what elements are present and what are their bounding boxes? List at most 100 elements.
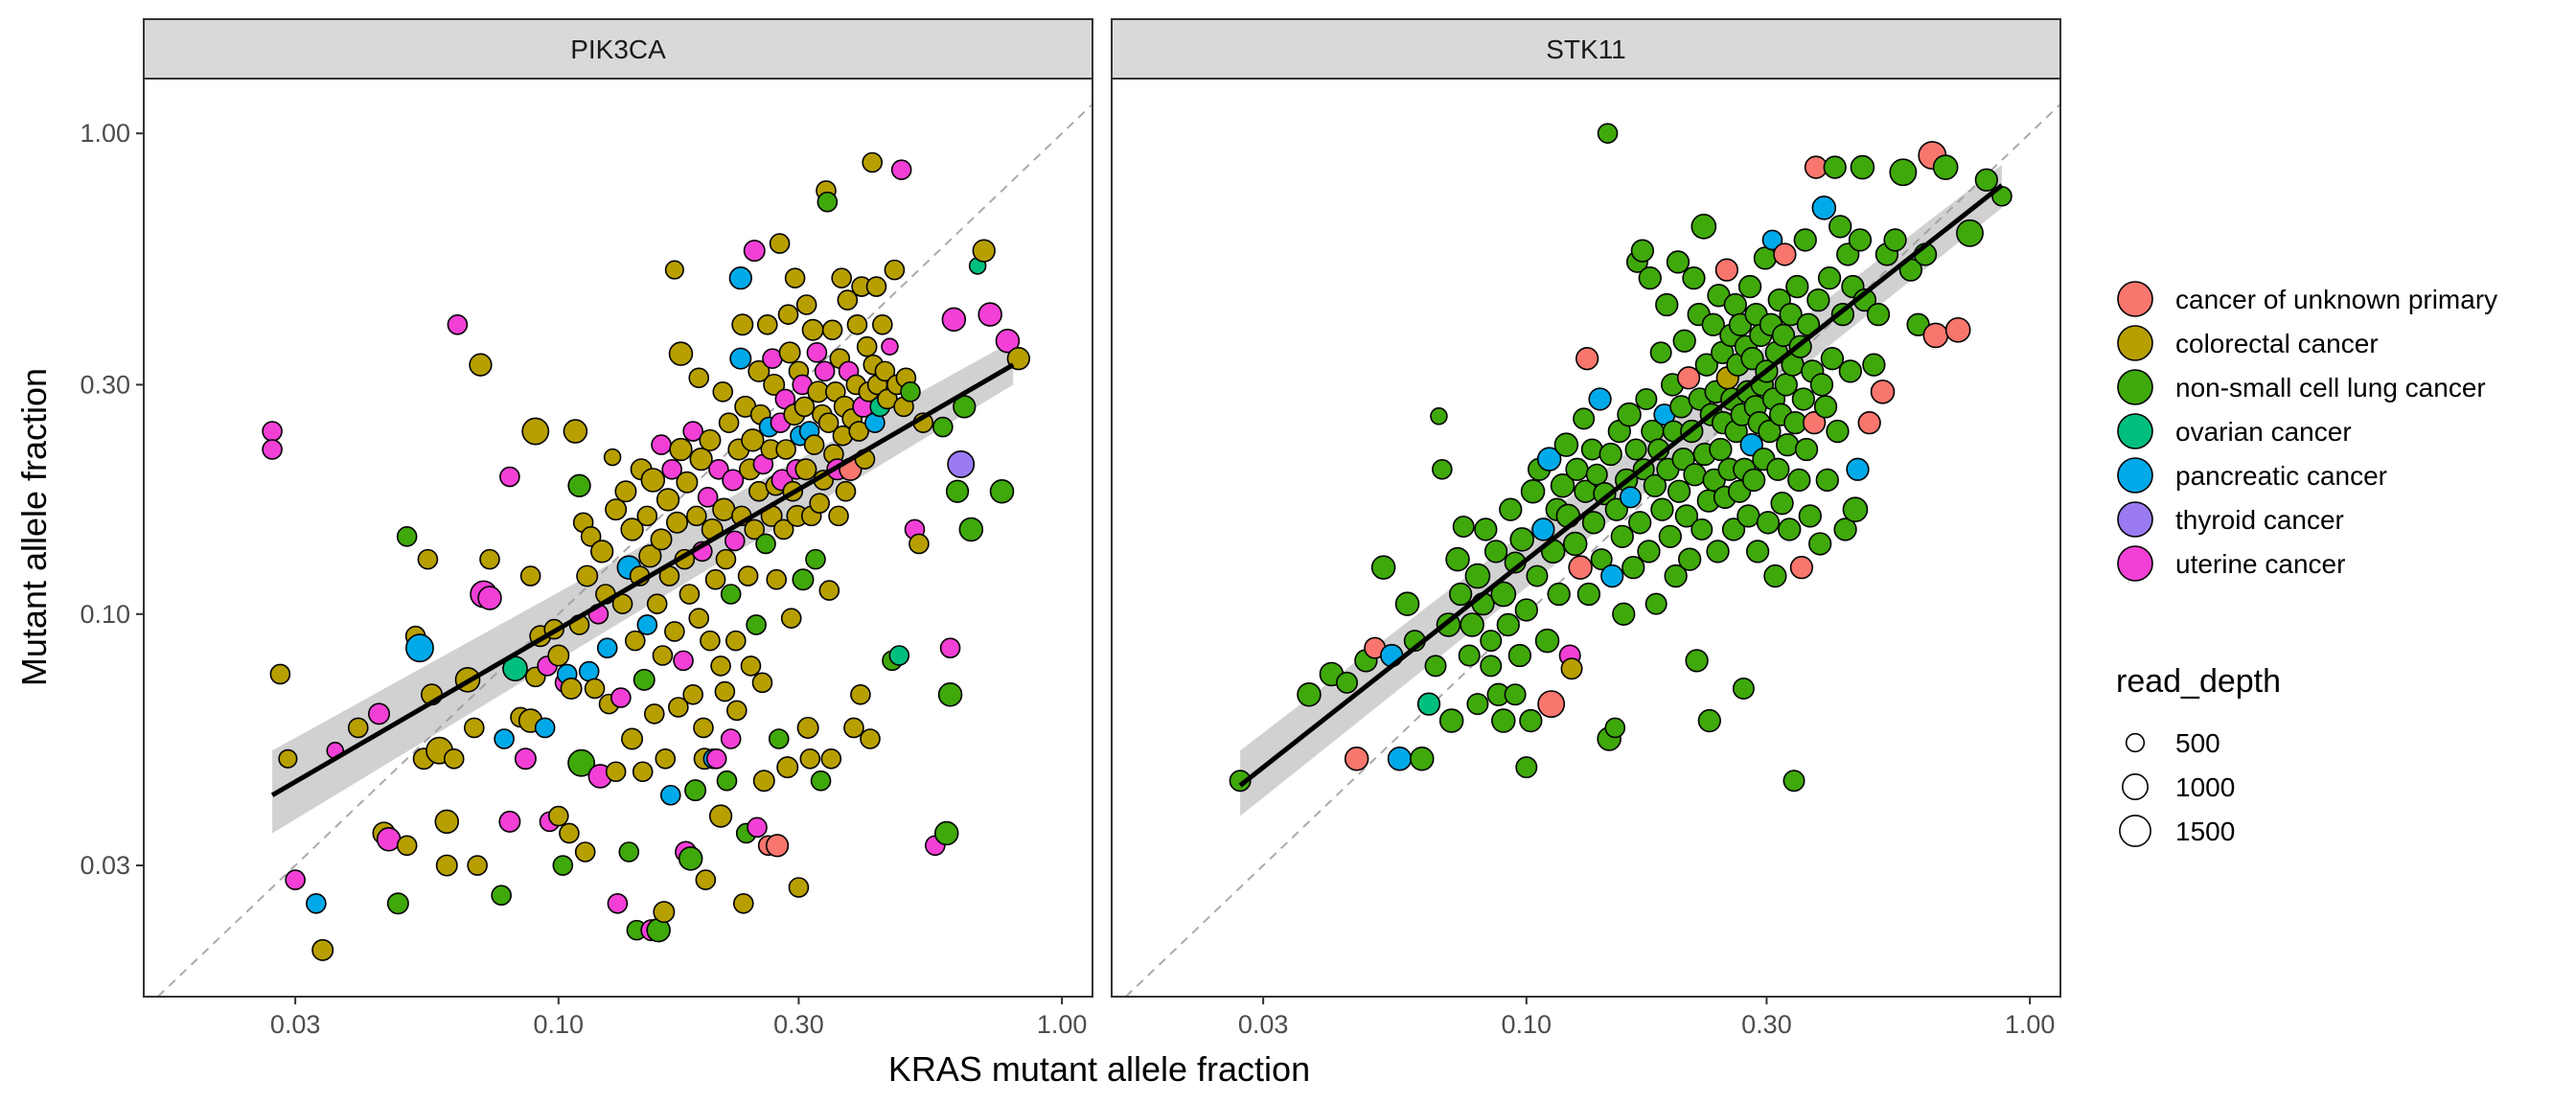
data-point (1387, 747, 1413, 771)
data-point (1580, 438, 1603, 461)
data-point (1424, 655, 1447, 678)
data-point (806, 342, 828, 363)
data-point (417, 548, 439, 570)
data-point (1944, 316, 1971, 343)
data-point (726, 700, 748, 722)
data-point (1550, 473, 1576, 498)
data-point (947, 449, 976, 478)
data-point (746, 614, 767, 635)
plot-background (144, 79, 1092, 997)
data-point (1706, 540, 1730, 564)
data-point (1576, 347, 1599, 371)
data-point (1573, 407, 1596, 430)
data-point (1555, 503, 1581, 529)
data-point (1229, 770, 1252, 793)
data-point (311, 938, 334, 961)
legend-key (2117, 457, 2153, 494)
data-point (1504, 683, 1527, 706)
data-point (860, 728, 881, 749)
data-point (697, 487, 719, 508)
legend-item: colorectal cancer (2117, 325, 2379, 361)
legend-key (2117, 545, 2153, 582)
x-tick-label: 0.30 (773, 1010, 824, 1039)
panel-border (1111, 78, 2061, 998)
regression-line (1238, 183, 2004, 788)
data-point (1515, 756, 1538, 779)
data-point (755, 533, 776, 555)
size-legend-item: 1000 (2122, 772, 2235, 802)
data-point (1736, 504, 1760, 528)
legend-item: ovarian cancer (2117, 413, 2352, 449)
data-point (803, 434, 825, 455)
data-point (632, 761, 654, 783)
data-point (621, 727, 644, 750)
data-point (958, 517, 984, 542)
data-point (748, 359, 770, 382)
data-point (765, 834, 790, 858)
data-point (499, 466, 520, 488)
data-point (1932, 154, 1959, 180)
y-axis-title: Mutant allele fraction (14, 368, 54, 686)
data-point (1430, 407, 1448, 426)
data-point (708, 458, 729, 480)
data-point (1723, 292, 1747, 317)
data-point (1813, 395, 1838, 419)
data-point (1490, 581, 1517, 608)
data-point (995, 329, 1021, 354)
data-point (720, 728, 742, 749)
strip-label: STK11 (1546, 34, 1626, 64)
data-point (1802, 411, 1827, 435)
data-point (262, 421, 283, 442)
data-point (1766, 457, 1790, 481)
data-point (1460, 612, 1484, 637)
data-point (477, 586, 502, 610)
data-point (1846, 457, 1870, 481)
data-point (837, 289, 859, 310)
data-point (1658, 524, 1682, 548)
data-point (972, 239, 996, 263)
data-point (1820, 347, 1845, 371)
data-point (1526, 564, 1549, 587)
data-point (1536, 447, 1562, 472)
data-point (1763, 564, 1787, 588)
data-point (306, 892, 327, 914)
identity-line (157, 103, 1092, 997)
data-point (810, 770, 832, 792)
data-point (1622, 556, 1645, 580)
regression-line (270, 362, 1015, 797)
data-point (1617, 402, 1642, 427)
data-point (405, 633, 434, 663)
data-point (669, 437, 693, 462)
data-point (1922, 322, 1949, 349)
data-point (491, 885, 512, 907)
data-point (1588, 387, 1612, 411)
data-point (1773, 242, 1797, 266)
data-point (1782, 770, 1806, 793)
data-point (1779, 303, 1803, 327)
legend-item: cancer of unknown primary (2117, 281, 2497, 317)
data-point (777, 304, 799, 325)
size-legend-label: 500 (2175, 728, 2220, 758)
legend-key (2117, 281, 2153, 317)
data-point (1883, 228, 1907, 252)
data-point (1811, 196, 1837, 220)
data-point (636, 505, 658, 527)
data-point (1568, 555, 1593, 580)
data-point (1667, 479, 1691, 503)
data-point (640, 468, 666, 493)
data-point (1701, 312, 1725, 336)
data-point (1714, 258, 1738, 282)
data-point (620, 518, 644, 541)
data-point (498, 810, 521, 833)
data-point (1344, 747, 1369, 771)
data-point (447, 313, 469, 335)
data-point (1808, 532, 1832, 556)
data-point (1006, 347, 1030, 371)
data-point (796, 716, 819, 739)
data-point (718, 412, 740, 433)
data-point (1732, 677, 1755, 700)
data-point (580, 526, 602, 547)
legend-label: colorectal cancer (2175, 329, 2379, 358)
